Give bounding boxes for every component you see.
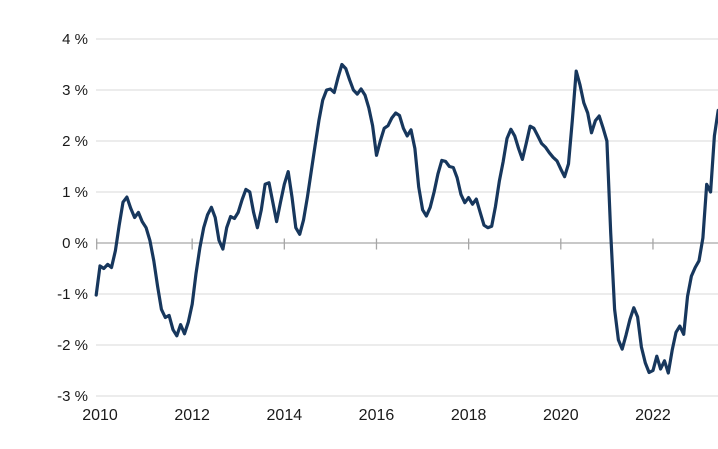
x-axis-label: 2016 xyxy=(359,407,395,424)
y-axis-label: -2 % xyxy=(57,337,88,354)
y-axis-label: 4 % xyxy=(62,31,88,48)
y-axis-label: -3 % xyxy=(57,388,88,405)
y-axis-label: 1 % xyxy=(62,184,88,201)
y-axis-label: -1 % xyxy=(57,286,88,303)
data-series-line xyxy=(94,62,718,375)
y-axis-label: 0 % xyxy=(62,235,88,252)
x-axis-label: 2010 xyxy=(82,407,118,424)
x-axis-label: 2020 xyxy=(543,407,579,424)
x-axis-label: 2014 xyxy=(267,407,303,424)
x-axis-label: 2022 xyxy=(635,407,671,424)
x-axis-label: 2012 xyxy=(174,407,210,424)
y-axis-label: 3 % xyxy=(62,82,88,99)
x-axis-label: 2018 xyxy=(451,407,487,424)
line-chart-figure: 4 % 3 % 2 % 1 % 0 % -1 % -2 % -3 % 2010 2012 2014 2… xyxy=(40,16,718,433)
line-chart: 4 % 3 % 2 % 1 % 0 % -1 % -2 % -3 % 2010 2012 2014 2… xyxy=(57,31,718,424)
y-axis-label: 2 % xyxy=(62,133,88,150)
